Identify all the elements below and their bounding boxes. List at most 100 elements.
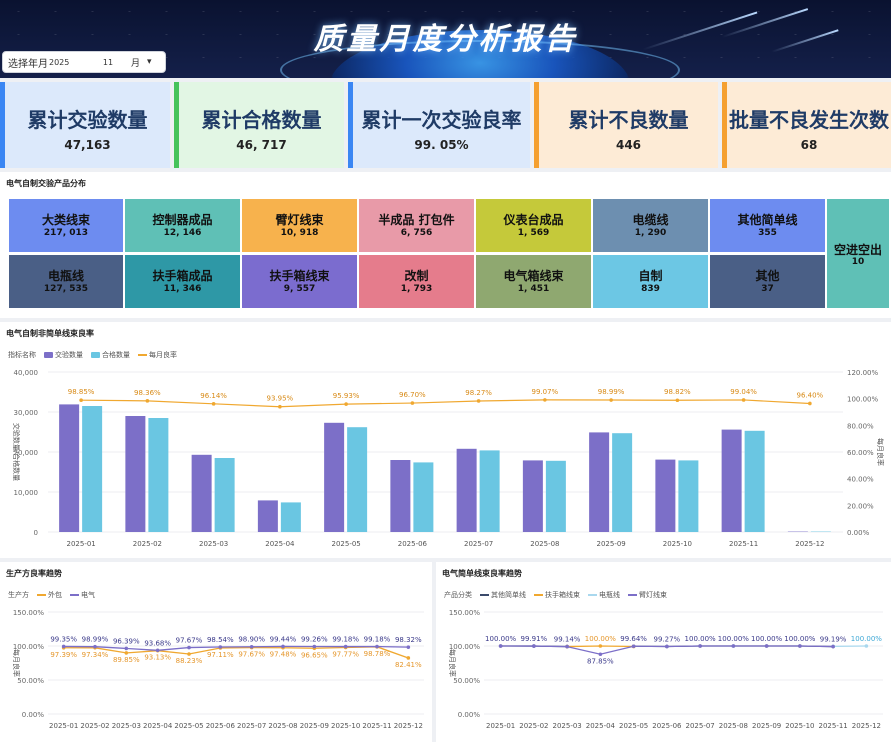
treemap-cell[interactable]: 电气箱线束 1, 451	[475, 254, 592, 309]
bar-passed	[82, 406, 103, 532]
series-label: 98.78%	[364, 650, 391, 658]
legend-item[interactable]: 外包	[37, 590, 62, 600]
legend-label: 指标名称	[8, 351, 36, 359]
bar-inspected	[257, 500, 278, 532]
yield-label: 98.85%	[68, 388, 95, 396]
kpi-value: 446	[615, 138, 642, 152]
y-right-tick-label: 100.00%	[847, 396, 878, 404]
x-tick-label: 2025-02	[80, 722, 109, 730]
bar-passed	[280, 502, 301, 532]
y-right-tick-label: 120.00%	[847, 369, 878, 377]
series-label: 99.18%	[364, 636, 391, 644]
treemap-cell[interactable]: 自制 839	[592, 254, 709, 309]
treemap-title: 电气自制交验产品分布	[6, 179, 86, 188]
chevron-down-icon[interactable]: ▾	[147, 57, 152, 67]
x-tick-label: 2025-01	[49, 722, 78, 730]
treemap-cell[interactable]: 电瓶线 127, 535	[8, 254, 124, 309]
treemap-cell[interactable]: 其他简单线 355	[709, 198, 826, 253]
year-value[interactable]: 2025	[49, 57, 70, 67]
legend-item[interactable]: 电瓶线	[588, 590, 620, 600]
treemap-cell-name: 扶手箱线束	[269, 269, 330, 283]
treemap-cell-name: 臂灯线束	[275, 213, 324, 227]
treemap-cell-value: 355	[758, 228, 777, 238]
treemap-cell-name: 自制	[638, 269, 663, 283]
treemap-cell[interactable]: 半成品 打包件 6, 756	[358, 198, 475, 253]
series-label: 100.00%	[851, 635, 882, 643]
bar-passed	[678, 460, 699, 532]
y-right-tick-label: 60.00%	[847, 449, 874, 457]
treemap-cell-value: 217, 013	[43, 228, 89, 238]
simple-harness-chart-panel: 电气简单线束良率趋势 产品分类 其他简单线 扶手箱线束 电瓶线 臂灯线束 0.0…	[436, 562, 891, 742]
kpi-label: 累计合格数量	[201, 108, 322, 132]
producer-chart-title: 生产方良率趋势	[6, 569, 62, 578]
series-label: 87.85%	[587, 657, 614, 665]
treemap-cell-value: 37	[761, 284, 774, 294]
y-tick-label: 150.00%	[13, 609, 44, 617]
series-line	[63, 646, 409, 659]
treemap-cell[interactable]: 扶手箱成品 11, 346	[124, 254, 241, 309]
kpi-card-total-passed: 累计合格数量 46, 717	[174, 82, 344, 168]
yield-label: 99.07%	[532, 388, 559, 396]
yield-label: 98.99%	[598, 388, 625, 396]
treemap-cell[interactable]: 改制 1, 793	[358, 254, 475, 309]
treemap-cell[interactable]: 臂灯线束 10, 918	[241, 198, 358, 253]
bar-inspected	[324, 422, 345, 532]
treemap-cell[interactable]: 空进空出 10	[826, 198, 890, 309]
legend-item[interactable]: 其他简单线	[480, 590, 526, 600]
series-point	[406, 645, 411, 649]
series-label: 98.54%	[207, 636, 234, 644]
x-tick-label: 2025-09	[597, 540, 626, 548]
x-tick-label: 2025-11	[819, 722, 848, 730]
legend-label: 产品分类	[444, 591, 472, 599]
bar-inspected	[522, 460, 543, 532]
series-label: 98.99%	[82, 636, 109, 644]
x-tick-label: 2025-03	[112, 722, 141, 730]
producer-chart-panel: 生产方良率趋势 生产方 外包 电气 0.00% 50.00% 100.00% 150.…	[0, 562, 432, 742]
legend-item[interactable]: 扶手箱线束	[534, 590, 580, 600]
legend-item[interactable]: 交验数量	[44, 350, 83, 360]
legend-item[interactable]: 电气	[70, 590, 95, 600]
series-label: 99.44%	[270, 635, 297, 643]
x-tick-label: 2025-10	[663, 540, 692, 548]
legend-item[interactable]: 臂灯线束	[628, 590, 667, 600]
kpi-card-total-defects: 累计不良数量 446	[534, 82, 718, 168]
treemap-cell[interactable]: 仪表台成品 1, 569	[475, 198, 592, 253]
bar-passed	[347, 427, 368, 532]
header-banner: 质量月度分析报告	[0, 0, 891, 78]
treemap-cell[interactable]: 电缆线 1, 290	[592, 198, 709, 253]
x-tick-label: 2025-03	[553, 722, 582, 730]
treemap-cell-name: 电瓶线	[47, 269, 84, 283]
x-tick-label: 2025-05	[332, 540, 361, 548]
treemap-cell-value: 12, 146	[163, 228, 202, 238]
treemap-cell[interactable]: 其他 37	[709, 254, 826, 309]
treemap-cell-value: 6, 756	[400, 228, 433, 238]
treemap-cell[interactable]: 大类线束 217, 013	[8, 198, 124, 253]
bar-inspected	[390, 460, 411, 532]
series-label: 99.18%	[332, 636, 359, 644]
x-tick-label: 2025-04	[143, 722, 173, 730]
series-label: 93.13%	[144, 654, 171, 662]
series-label: 100.00%	[718, 635, 749, 643]
x-tick-label: 2025-05	[174, 722, 203, 730]
legend-item[interactable]: 合格数量	[91, 350, 130, 360]
yield-point	[808, 401, 812, 406]
y-axis-label: 交验数量/合格数量	[12, 423, 21, 481]
month-value[interactable]: 11	[102, 57, 114, 67]
y-axis-label: 每月良率	[448, 649, 457, 677]
x-tick-label: 2025-04	[265, 540, 295, 548]
series-label: 99.26%	[301, 636, 328, 644]
main-chart-legend: 指标名称 交验数量 合格数量 每月良率	[8, 350, 177, 360]
series-label: 82.41%	[395, 661, 422, 669]
kpi-card-batch-defects: 批量不良发生次数 68	[722, 82, 891, 168]
x-tick-label: 2025-12	[394, 722, 423, 730]
year-month-picker[interactable]: 选择年月 2025 11 月 ▾	[2, 51, 166, 73]
series-label: 98.32%	[395, 636, 422, 644]
treemap-cell-name: 改制	[404, 269, 429, 283]
treemap-cell-value: 1, 793	[400, 284, 433, 294]
x-tick-label: 2025-07	[464, 540, 493, 548]
x-tick-label: 2025-03	[199, 540, 228, 548]
treemap-cell[interactable]: 控制器成品 12, 146	[124, 198, 241, 253]
treemap-cell[interactable]: 扶手箱线束 9, 557	[241, 254, 358, 309]
legend-item[interactable]: 每月良率	[138, 350, 177, 360]
